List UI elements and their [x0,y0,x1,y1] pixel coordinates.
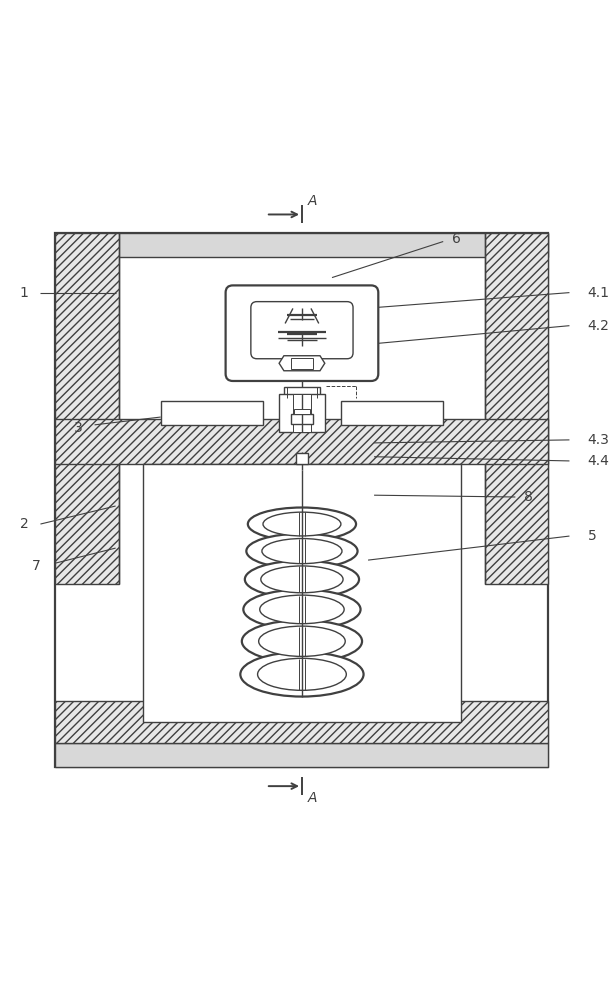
Ellipse shape [260,595,344,624]
Bar [293,394,311,432]
Bar [284,387,320,398]
Ellipse shape [262,539,342,564]
Ellipse shape [261,566,343,593]
Bar [55,233,548,257]
Ellipse shape [263,512,341,536]
Ellipse shape [258,658,346,690]
Bar [296,453,308,464]
Text: 8: 8 [524,490,533,504]
Ellipse shape [243,590,360,629]
Bar [485,233,548,584]
Text: 5: 5 [588,529,596,543]
Ellipse shape [258,626,345,656]
Ellipse shape [242,620,362,662]
Bar [142,464,461,722]
Text: 4.4: 4.4 [588,454,609,468]
Polygon shape [279,356,325,371]
Text: 4.2: 4.2 [588,319,609,333]
Text: A: A [308,194,317,208]
Bar [161,401,263,425]
Bar [291,358,313,369]
Bar [291,414,313,424]
Text: 1: 1 [20,286,28,300]
Bar [55,419,548,464]
Bar [55,701,548,743]
Bar [341,401,443,425]
Ellipse shape [246,534,357,569]
Text: 6: 6 [453,232,461,246]
Bar [55,233,548,767]
Text: 4.1: 4.1 [588,286,610,300]
Text: 4.3: 4.3 [588,433,609,447]
Text: 3: 3 [74,421,82,435]
FancyBboxPatch shape [251,302,353,359]
FancyBboxPatch shape [225,285,378,381]
Ellipse shape [245,561,359,598]
Bar [55,743,548,767]
Bar [279,394,325,432]
Ellipse shape [248,508,356,541]
Text: 2: 2 [20,517,28,531]
Bar [55,233,119,584]
Bar [294,409,309,414]
Text: A: A [308,791,317,805]
Ellipse shape [240,652,363,697]
Text: 7: 7 [32,559,41,573]
